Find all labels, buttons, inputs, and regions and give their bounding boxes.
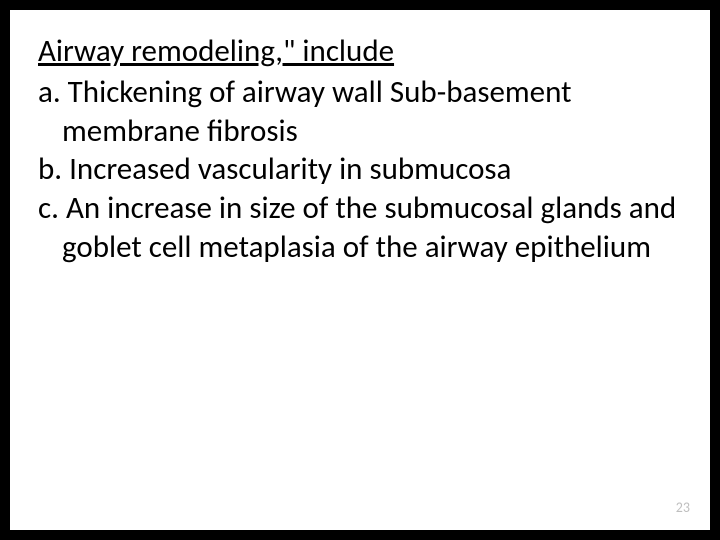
page-number: 23 [676,499,690,516]
list-item: b. Increased vascularity in submucosa [38,150,682,189]
slide-heading: Airway remodeling," include [38,32,682,71]
list-item: a. Thickening of airway wall Sub-basemen… [38,73,682,151]
list-item: c. An increase in size of the submucosal… [38,189,682,267]
slide: Airway remodeling," include a. Thickenin… [10,10,710,530]
